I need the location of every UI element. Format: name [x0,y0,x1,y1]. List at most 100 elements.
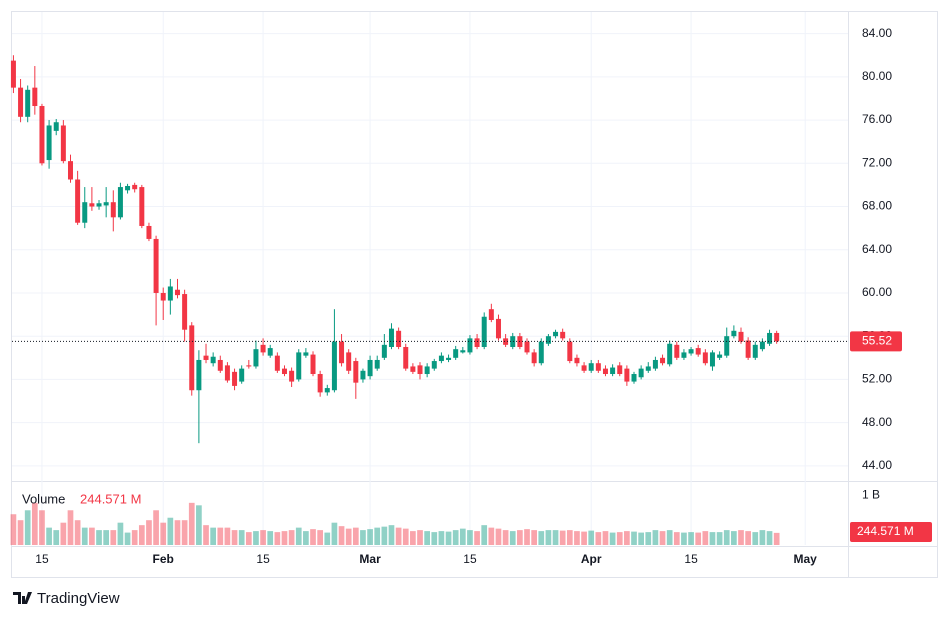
candle-body [624,368,630,382]
volume-bar [96,530,102,545]
candle-body [132,184,138,190]
volume-bar [103,530,110,545]
volume-bar [46,527,52,545]
candle-body [196,359,202,391]
volume-bar [467,530,473,545]
volume-bar [745,531,751,545]
candle-body [182,294,188,330]
y-tick-label: 44.00 [862,458,892,472]
volume-bar [652,530,659,545]
candle-body [567,341,573,362]
candle-body [303,352,309,356]
candle-body [524,341,530,353]
candle-body [253,349,259,367]
volume-legend-title: Volume [22,491,65,506]
volume-bar [10,514,17,545]
volume-bar [616,532,623,545]
volume-bar [481,525,488,545]
candle-body [446,357,452,360]
volume-bar [331,522,338,545]
x-tick-label: Feb [153,552,174,566]
candle-body [167,286,173,301]
volume-bar [217,527,224,545]
volume-bar [631,531,637,545]
candle-body [189,325,195,391]
volume-bar [31,502,38,545]
y-tick-label: 80.00 [862,69,892,83]
volume-bar [431,532,438,545]
candle-body [560,331,566,339]
volume-bar [124,532,131,545]
candle-body [346,352,352,371]
volume-bar [574,531,580,545]
candle-body [67,161,73,180]
candle-body [674,344,680,358]
volume-bar [338,526,345,545]
volume-bar [39,510,45,545]
volume-bar [402,528,409,545]
candle-body [75,179,81,223]
candle-body [638,368,644,378]
brand-logo[interactable] [13,592,32,604]
volume-bar [638,532,644,545]
volume-bar [167,517,174,545]
volume-bar [345,528,352,545]
volume-bar [267,531,274,545]
candle-body [203,355,209,360]
volume-bar [110,530,117,545]
volume-bar [388,525,395,545]
candle-body [681,352,687,358]
volume-bar [438,531,445,545]
candle-body [495,318,501,339]
brand-name[interactable]: TradingView [37,590,120,607]
volume-bar [310,529,316,545]
candle-body [317,374,323,393]
volume-bar [253,531,259,545]
candle-body [82,202,88,223]
volume-bar [488,527,495,545]
volume-bar [67,510,74,545]
last-price-label: 55.52 [862,334,892,348]
volume-bar [188,502,195,545]
volume-bar [609,532,616,545]
candle-body [224,365,230,381]
candle-body [581,365,587,371]
volume-bar [723,530,730,545]
volume-bar [602,531,609,545]
volume-bar [581,531,587,545]
volume-bar [117,522,124,545]
candle-body [296,352,302,380]
y-tick-label: 76.00 [862,112,892,126]
candle-body [403,347,409,369]
candle-body [717,354,723,358]
volume-bar [274,532,281,545]
candle-body [25,89,31,117]
volume-bar [538,531,545,545]
candle-body [617,365,623,375]
volume-bar [238,530,245,545]
candle-body [453,349,459,358]
candle-body [39,106,45,164]
volume-bar [224,527,231,545]
candle-body [324,388,330,393]
candle-body [103,202,109,206]
x-tick-label: 15 [463,552,477,566]
volume-bar [452,530,459,545]
x-tick-label: 15 [684,552,698,566]
volume-bar [138,525,145,545]
volume-bar [559,530,566,545]
candle-body [488,309,494,320]
candle-body [531,352,537,364]
candle-body [310,354,316,375]
volume-bar [395,527,402,545]
brand[interactable]: TradingView [13,590,120,607]
volume-bar [381,526,388,545]
volume-bar [552,530,559,545]
candle-body [588,363,594,371]
volume-bar [673,532,680,545]
candle-body [709,352,715,367]
volume-bar [766,531,773,545]
volume-bar [624,531,630,545]
candle-body [331,341,337,391]
volume-bar [153,510,159,545]
